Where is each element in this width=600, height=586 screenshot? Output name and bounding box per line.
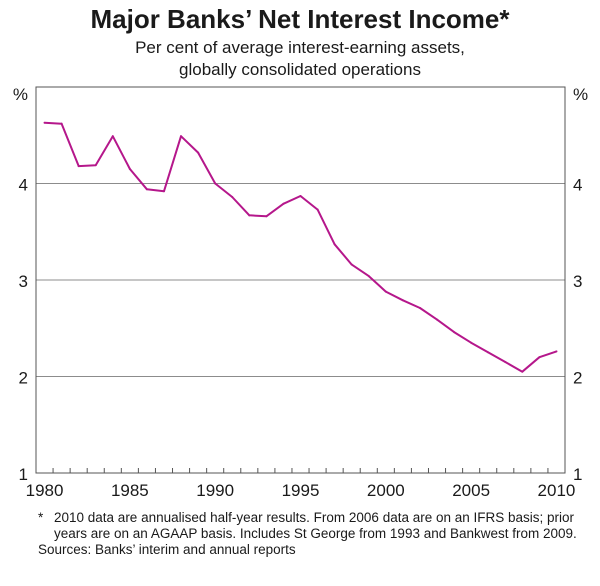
chart-notes: * 2010 data are annualised half-year res… [38, 510, 578, 558]
data-point [214, 182, 217, 185]
footnote: * 2010 data are annualised half-year res… [38, 510, 578, 542]
y-axis-unit-right: % [573, 85, 588, 104]
x-tick-label: 2005 [452, 481, 490, 500]
data-point [111, 135, 114, 138]
x-tick-label: 1985 [111, 481, 149, 500]
data-point [367, 275, 370, 278]
y-tick-label-right: 2 [573, 369, 582, 388]
data-point [60, 122, 63, 125]
y-tick-label-left: 3 [19, 272, 28, 291]
x-tick-label: 1980 [26, 481, 64, 500]
x-tick-label: 2000 [367, 481, 405, 500]
data-point [436, 318, 439, 321]
chart-subtitle-line-1: Per cent of average interest-earning ass… [135, 38, 465, 57]
y-tick-label-right: 4 [573, 176, 582, 195]
data-point [316, 208, 319, 211]
data-point [77, 165, 80, 168]
y-tick-label-left: 4 [19, 176, 28, 195]
data-point [43, 121, 46, 124]
x-tick-label: 1990 [196, 481, 234, 500]
y-axis-unit-left: % [13, 85, 28, 104]
data-point [248, 214, 251, 217]
data-point [555, 350, 558, 353]
data-point [384, 290, 387, 293]
y-tick-label-right: 1 [573, 465, 582, 484]
data-point [487, 351, 490, 354]
data-point [299, 195, 302, 198]
data-point [333, 243, 336, 246]
data-point [521, 370, 524, 373]
data-point [162, 190, 165, 193]
data-point [538, 356, 541, 359]
data-point [470, 341, 473, 344]
data-point [350, 263, 353, 266]
footnote-marker: * [38, 510, 44, 525]
data-point [453, 331, 456, 334]
data-point [504, 361, 507, 364]
x-tick-label: 1995 [282, 481, 320, 500]
x-tick-label: 2010 [538, 481, 576, 500]
y-tick-label-right: 3 [573, 272, 582, 291]
line-chart: 1 1 2 2 3 3 4 4% % 1980 1985 1990 1995 2000 2005 2010 [13, 85, 588, 500]
data-point [180, 135, 183, 138]
data-point [401, 299, 404, 302]
y-tick-label-left: 2 [19, 369, 28, 388]
data-point [265, 215, 268, 218]
data-point [94, 164, 97, 167]
data-point [418, 306, 421, 309]
data-point [231, 196, 234, 199]
data-point [197, 151, 200, 154]
chart-title: Major Banks’ Net Interest Income* [90, 4, 510, 34]
footnote-text: 2010 data are annualised half-year resul… [54, 510, 577, 541]
sources-text: Sources: Banks’ interim and annual repor… [38, 542, 296, 557]
chart-subtitle-line-2: globally consolidated operations [179, 60, 421, 79]
plot-frame [35, 86, 566, 474]
series-line [44, 121, 557, 373]
data-point [282, 202, 285, 205]
data-point [145, 188, 148, 191]
y-tick-label-left: 1 [19, 465, 28, 484]
data-point [128, 168, 131, 171]
